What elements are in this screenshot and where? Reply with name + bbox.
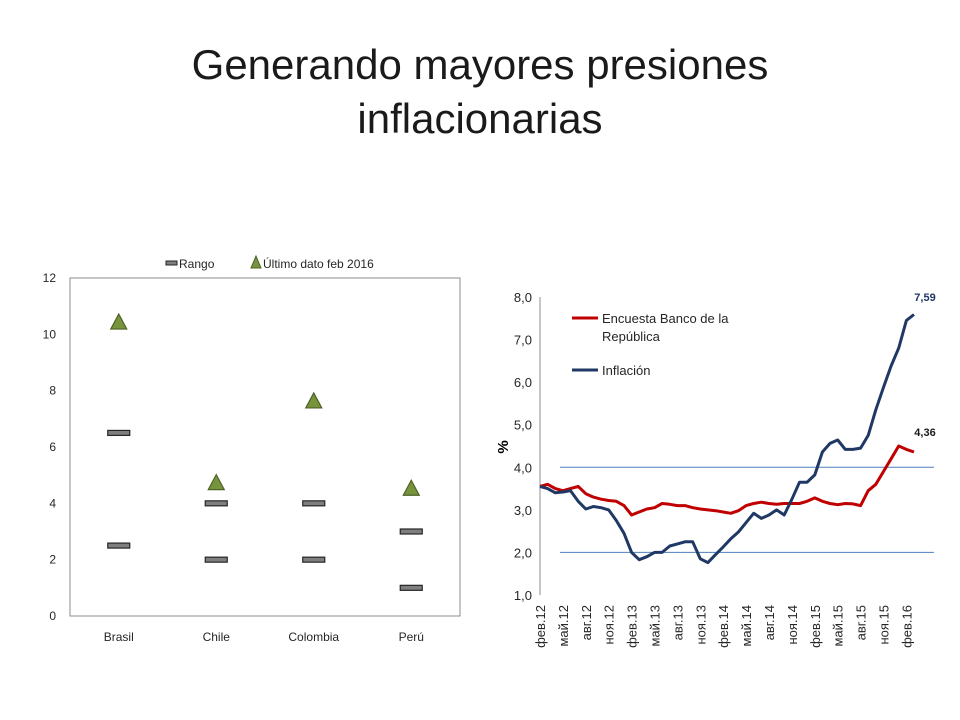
y-tick-label: 0 (49, 609, 56, 623)
y-tick-label: 4,0 (514, 460, 532, 475)
y-tick-label: 12 (43, 271, 57, 285)
last-value-marker (109, 312, 128, 330)
range-marker (302, 556, 326, 563)
legend-survey-label-line2: República (602, 329, 661, 344)
y-tick-label: 4 (49, 496, 56, 510)
plot-area-frame (69, 277, 461, 617)
x-tick-label: май.14 (739, 605, 754, 647)
x-tick-label: Colombia (288, 630, 339, 644)
last-value-marker (402, 478, 421, 496)
legend-range-marker (165, 260, 178, 266)
legend-inflation-label: Inflación (602, 363, 650, 378)
range-marker (204, 556, 228, 563)
x-tick-label: ноя.15 (876, 605, 891, 645)
range-marker (399, 584, 423, 591)
slide-title-line2: inflacionarias (357, 95, 603, 142)
range-marker (107, 429, 131, 437)
range-marker (204, 500, 228, 507)
y-tick-label: 3,0 (514, 503, 532, 518)
range-marker (107, 542, 131, 549)
y-tick-label: 8 (49, 384, 56, 398)
y-tick-label: 10 (43, 327, 57, 341)
x-tick-label: ноя.13 (693, 605, 708, 645)
x-tick-label: май.15 (831, 605, 846, 647)
legend-last-label: Último dato feb 2016 (263, 256, 374, 271)
x-tick-label: фев.12 (533, 605, 548, 648)
slide-title-line1: Generando mayores presiones (191, 41, 769, 88)
legend-last-marker (250, 254, 262, 269)
x-tick-label: ноя.14 (785, 605, 800, 645)
x-tick-label: ноя.12 (602, 605, 617, 645)
x-tick-label: фев.16 (899, 605, 914, 648)
legend-range-label: Rango (179, 257, 215, 271)
range-marker (302, 500, 326, 507)
x-tick-label: авг.15 (854, 605, 869, 640)
x-tick-label: фев.15 (808, 605, 823, 648)
range-marker (399, 528, 423, 535)
last-value-marker (304, 391, 323, 409)
legend-survey-label-line1: Encuesta Banco de la (602, 311, 729, 326)
inflation-line (539, 313, 915, 565)
last-value-marker (207, 473, 226, 491)
x-tick-label: май.13 (647, 605, 662, 647)
y-tick-label: 6,0 (514, 375, 532, 390)
x-tick-label: май.12 (556, 605, 571, 647)
x-tick-label: авг.12 (579, 605, 594, 640)
y-tick-label: 6 (49, 440, 56, 454)
y-tick-label: 2,0 (514, 545, 532, 560)
survey-expectations-line (539, 444, 915, 517)
y-tick-label: 8,0 (514, 290, 532, 305)
slide-title: Generando mayores presiones inflacionari… (0, 38, 960, 146)
x-tick-label: Perú (399, 630, 424, 644)
x-tick-label: авг.14 (762, 605, 777, 640)
x-tick-label: фев.13 (625, 605, 640, 648)
x-tick-label: Brasil (104, 630, 134, 644)
y-tick-label: 5,0 (514, 418, 532, 433)
y-axis-label: % (495, 440, 512, 453)
y-tick-label: 2 (49, 553, 56, 567)
x-tick-label: Chile (203, 630, 231, 644)
inflation-last-value-label: 7,59 (914, 292, 935, 304)
x-tick-label: фев.14 (716, 605, 731, 648)
x-tick-label: авг.13 (670, 605, 685, 640)
survey-last-value-label: 4,36 (914, 427, 935, 439)
y-tick-label: 7,0 (514, 333, 532, 348)
y-tick-label: 1,0 (514, 588, 532, 603)
